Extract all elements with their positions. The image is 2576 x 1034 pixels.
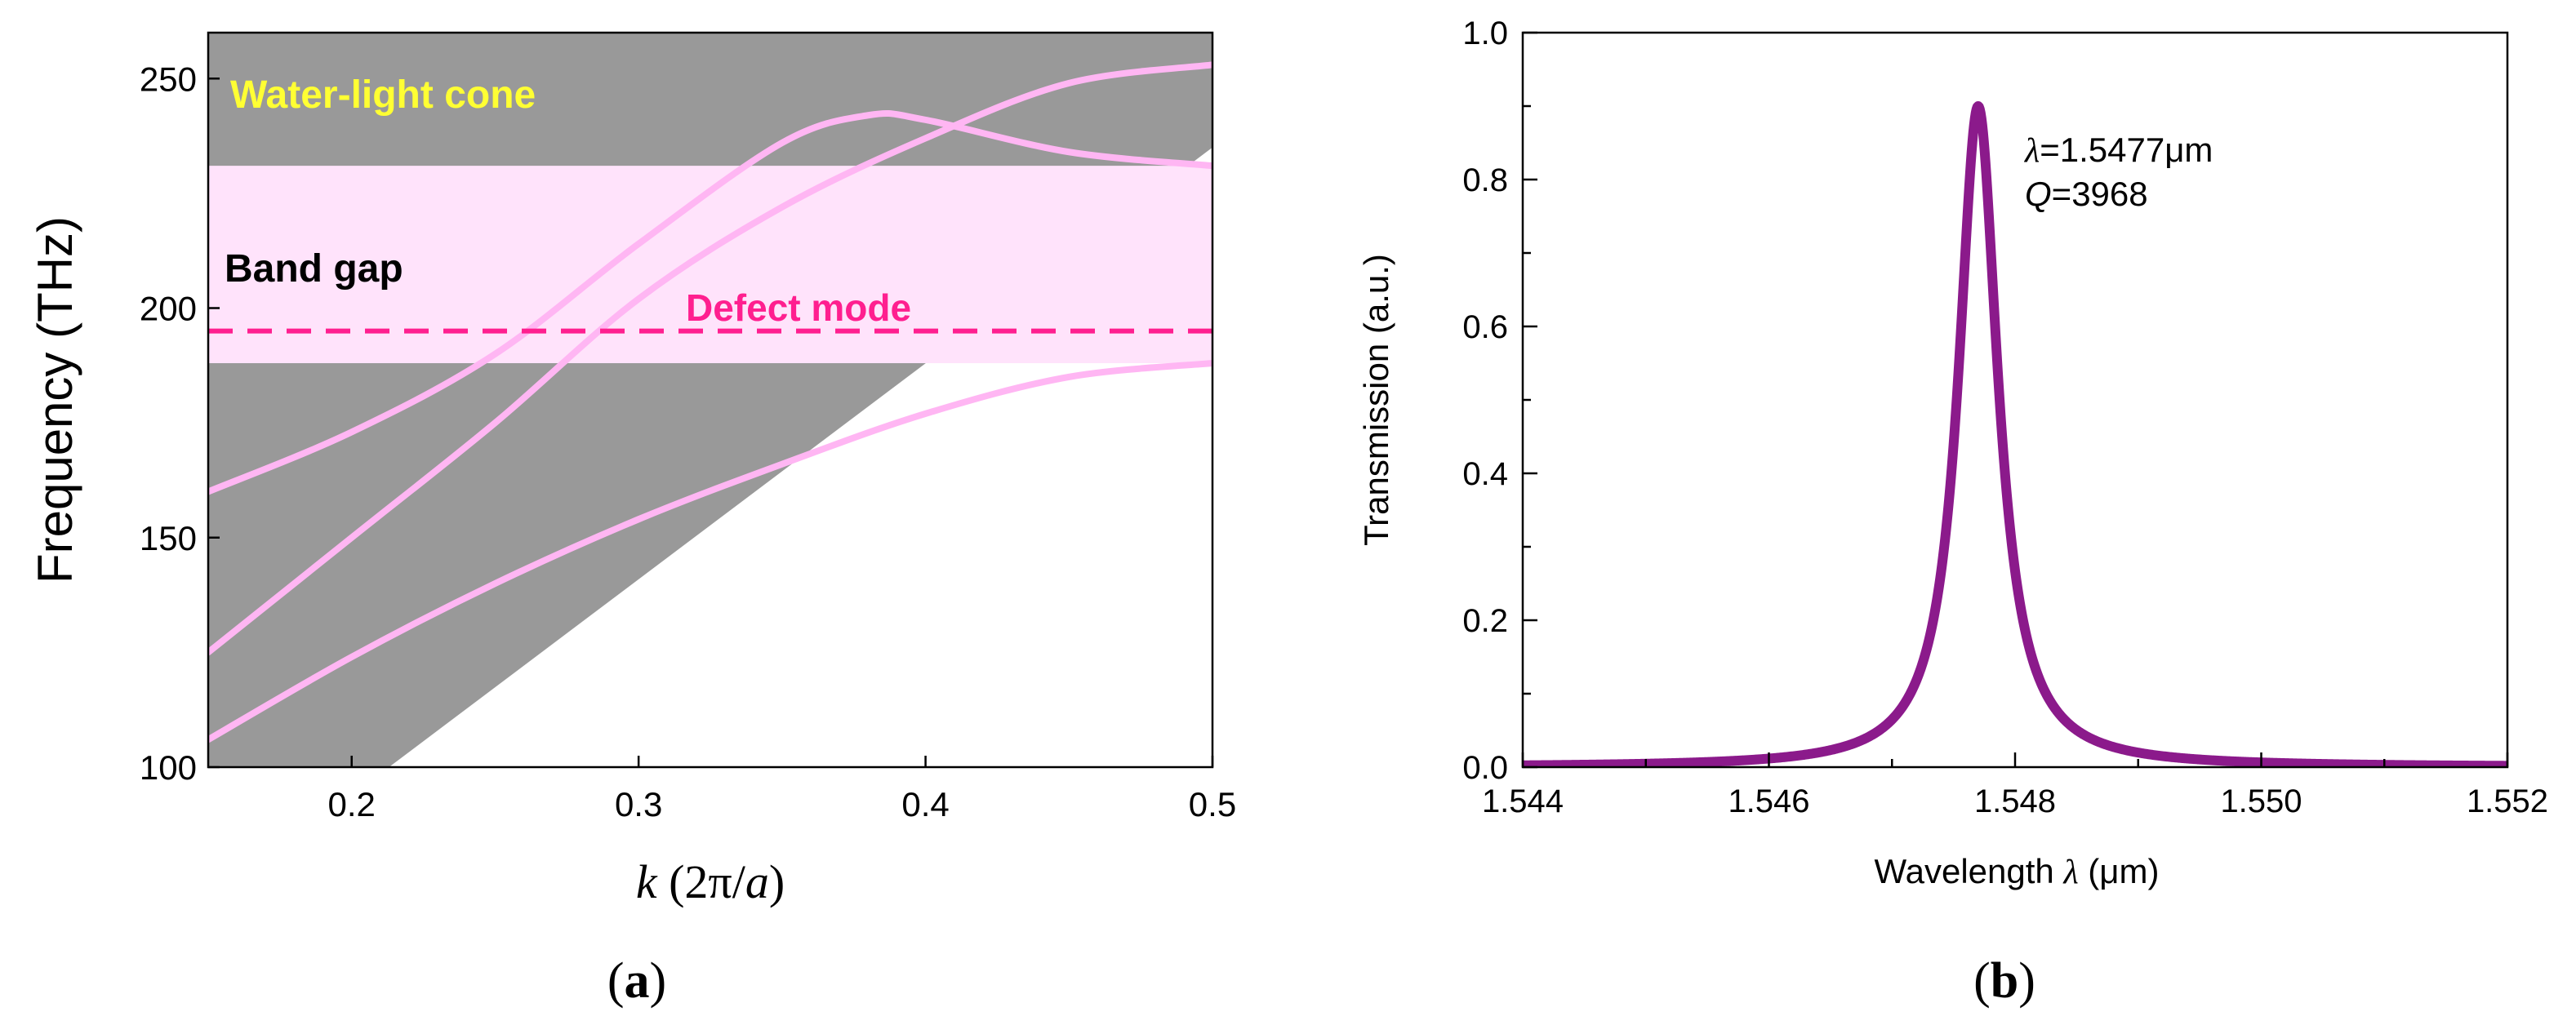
band-curve-1 <box>208 109 1212 495</box>
panel-b-caption: (b) <box>1973 953 2035 1009</box>
defect-mode-label: Defect mode <box>686 286 911 329</box>
panel-a-plot-frame <box>207 31 1214 769</box>
x-tick-label: 0.3 <box>615 785 662 823</box>
y-tick-label: 0.6 <box>1462 309 1508 345</box>
x-tick-label: 0.4 <box>901 785 949 823</box>
panel-b-plot-frame <box>1521 31 2509 769</box>
y-tick-label: 100 <box>140 748 197 787</box>
x-tick-label: 1.544 <box>1482 783 1564 819</box>
y-tick-label: 150 <box>140 519 197 557</box>
x-tick-label: 1.548 <box>1974 783 2056 819</box>
panel-a-band-diagram: 0.2 0.3 0.4 0.5 100 150 200 250 Water-light co… <box>28 31 1236 1009</box>
band-gap-label: Band gap <box>225 247 403 291</box>
y-tick-label: 0.4 <box>1462 456 1508 492</box>
panel-a-x-axis-label: k (2π/a) <box>636 855 785 908</box>
light-cone-label: Water-light cone <box>230 73 536 117</box>
y-tick-label: 0.2 <box>1462 603 1508 639</box>
water-light-cone-region <box>208 33 1212 767</box>
x-tick-label: 1.546 <box>1728 783 1809 819</box>
panel-b-x-axis-label: Wavelength λ (μm) <box>1875 852 2160 891</box>
panel-a-caption: (a) <box>607 953 666 1009</box>
panel-b-y-axis-label: Transmission (a.u.) <box>1357 254 1395 546</box>
panel-a-y-axis-label: Frequency (THz) <box>28 216 82 584</box>
y-tick-label: 200 <box>140 290 197 328</box>
y-tick-label: 0.8 <box>1462 162 1508 198</box>
x-tick-label: 1.552 <box>2467 783 2548 819</box>
y-tick-label: 0.0 <box>1462 750 1508 786</box>
y-tick-label: 250 <box>140 60 197 98</box>
band-curve-3 <box>208 360 1212 743</box>
x-tick-label: 0.2 <box>328 785 376 823</box>
y-tick-label: 1.0 <box>1462 16 1508 51</box>
transmission-curve <box>1523 101 2507 767</box>
quality-factor-annotation: Q=3968 <box>2025 175 2148 213</box>
peak-wavelength-annotation: λ=1.5477μm <box>2023 131 2213 170</box>
panel-b-transmission-spectrum: 1.544 1.546 1.548 1.550 1.552 0.0 0.2 0.4 0.6 0.… <box>1357 16 2548 1009</box>
x-tick-label: 0.5 <box>1189 785 1236 823</box>
x-tick-label: 1.550 <box>2220 783 2302 819</box>
band-curve-2 <box>208 61 1212 656</box>
